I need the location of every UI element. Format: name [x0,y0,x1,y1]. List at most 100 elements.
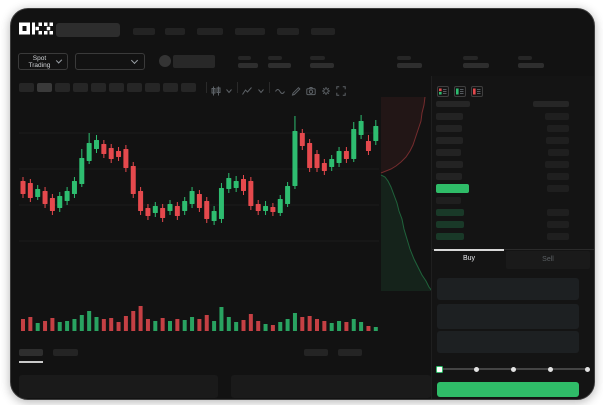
buy-tab[interactable]: Buy [462,255,476,262]
order-form-field-1[interactable] [437,278,579,300]
price-placeholder [173,55,215,68]
book-combined-icon[interactable] [437,84,449,97]
nav-item-6[interactable] [311,28,335,35]
price-marker [375,131,378,139]
slider-stop-3[interactable] [547,366,553,372]
last-price-badge[interactable] [436,184,469,193]
ask-row-price[interactable] [436,161,463,168]
ask-row-amount [546,137,569,144]
bid-row-amount [547,233,569,240]
timeframe-button-8[interactable] [145,83,160,92]
candles [20,115,379,225]
bid-row-price[interactable] [436,209,464,216]
bid-row-price[interactable] [436,221,464,228]
ticker-stat-label-5 [463,56,478,60]
ask-row-price[interactable] [436,113,463,120]
bid-row-price[interactable] [436,197,461,204]
ask-row-amount [547,173,569,180]
order-form-field-3[interactable] [437,331,579,353]
bid-row-price[interactable] [436,233,464,240]
app-window: Spot Trading Buy Sell [10,8,595,400]
timeframe-button-6[interactable] [109,83,124,92]
ask-row-amount [545,113,569,120]
sell-tab[interactable]: Sell [542,256,554,263]
candlestick-chart[interactable] [11,9,594,399]
timeframe-button-10[interactable] [181,83,196,92]
timeframe-button-3[interactable] [55,83,70,92]
ask-row-amount [545,161,569,168]
toolbar-divider [237,82,238,93]
ticker-stat-value-4 [397,63,422,68]
bottom-chip-1[interactable] [304,349,328,356]
okx-logo-glyph [19,22,53,35]
okx-logo[interactable] [19,22,53,35]
orderbook-header-amount [533,101,569,107]
active-tab-indicator [434,249,504,251]
ask-row-price[interactable] [436,173,462,180]
ticker-stat-value-3 [310,63,334,68]
nav-item-4[interactable] [235,28,265,35]
bottom-chip-2[interactable] [338,349,362,356]
ask-row-amount [548,149,569,156]
bottom-tab-underline [19,361,43,363]
ticker-stat-value-2 [268,63,291,68]
gear-icon[interactable] [321,83,331,95]
timeframe-button-1[interactable] [19,83,34,92]
toolbar-divider [269,82,270,93]
volume-bars [21,306,378,331]
chevron-down-icon[interactable] [256,83,266,94]
candles-icon[interactable] [211,83,221,96]
timeframe-button-2[interactable] [37,83,52,92]
timeframe-button-5[interactable] [91,83,106,92]
wave-icon[interactable] [275,83,285,94]
slider-handle[interactable] [435,365,443,373]
ask-row-price[interactable] [436,125,462,132]
bottom-tab-2[interactable] [53,349,78,356]
nav-item-1[interactable] [133,28,155,35]
ticker-stat-label-4 [397,56,411,60]
slider-stop-4[interactable] [584,366,590,372]
bid-row-amount [547,221,569,228]
buy-submit-button[interactable] [437,382,579,397]
tabs-divider [432,249,594,250]
orderbook-header-price [436,101,470,107]
indicator-icon[interactable] [242,83,252,95]
camera-icon[interactable] [306,83,316,96]
nav-item-2[interactable] [165,28,185,35]
spot-trading-label: Spot Trading [28,54,51,69]
expand-icon[interactable] [336,83,346,96]
pencil-icon[interactable] [291,83,301,96]
timeframe-button-9[interactable] [163,83,178,92]
pair-selector-dropdown[interactable] [75,53,145,70]
ask-row-price[interactable] [436,137,463,144]
sell-tab-bg [506,251,590,269]
timeframe-button-4[interactable] [73,83,88,92]
slider-stop-2[interactable] [510,366,516,372]
chevron-down-icon[interactable] [224,83,234,94]
bottom-tab-1[interactable] [19,349,43,356]
ask-row-amount [547,125,569,132]
nav-item-3[interactable] [197,28,223,35]
book-bids-icon[interactable] [454,84,466,97]
search-bar[interactable] [56,23,120,37]
toolbar-divider [206,82,207,93]
book-asks-icon[interactable] [471,84,483,97]
timeframe-button-7[interactable] [127,83,142,92]
nav-item-5[interactable] [277,28,299,35]
ticker-stat-label-3 [310,56,325,60]
spot-trading-dropdown[interactable]: Spot Trading [18,53,68,70]
slider-stop-1[interactable] [473,366,479,372]
ticker-stat-label-2 [268,56,282,60]
coin-avatar [159,55,171,67]
ticker-stat-label-6 [518,56,532,60]
ask-row-price[interactable] [436,149,461,156]
order-form-field-2[interactable] [437,304,579,329]
last-price-amount [547,185,569,192]
ticker-stat-value-6 [518,63,544,68]
bid-row-amount [547,209,569,216]
bottom-panel-2 [231,375,431,398]
depth-chart [380,96,433,292]
ticker-stat-label-1 [238,56,251,60]
ticker-stat-value-5 [463,63,489,68]
